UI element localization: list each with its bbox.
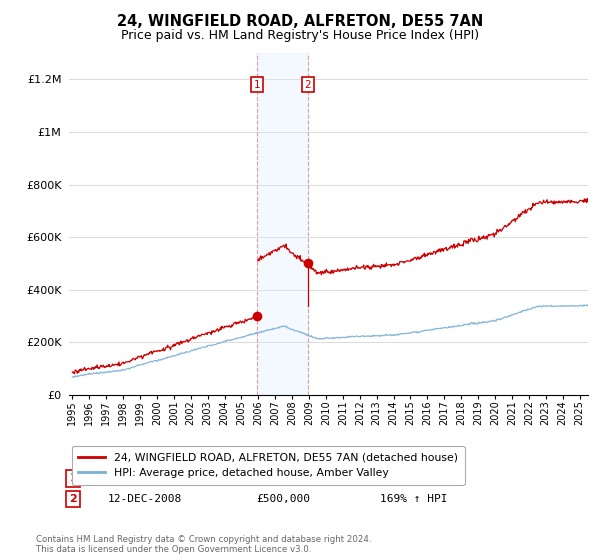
Text: 1: 1 xyxy=(254,80,260,90)
Text: 09-DEC-2005: 09-DEC-2005 xyxy=(108,474,182,483)
Text: Price paid vs. HM Land Registry's House Price Index (HPI): Price paid vs. HM Land Registry's House … xyxy=(121,29,479,42)
Text: This data is licensed under the Open Government Licence v3.0.: This data is licensed under the Open Gov… xyxy=(36,545,311,554)
Text: 67% ↑ HPI: 67% ↑ HPI xyxy=(380,474,441,483)
Text: 2: 2 xyxy=(305,80,311,90)
Text: 12-DEC-2008: 12-DEC-2008 xyxy=(108,494,182,504)
Text: £500,000: £500,000 xyxy=(256,494,310,504)
Text: £301,000: £301,000 xyxy=(256,474,310,483)
Text: 1: 1 xyxy=(69,474,77,483)
Bar xyxy=(257,53,308,395)
Text: 2: 2 xyxy=(69,494,77,504)
Text: Contains HM Land Registry data © Crown copyright and database right 2024.: Contains HM Land Registry data © Crown c… xyxy=(36,535,371,544)
Legend: 24, WINGFIELD ROAD, ALFRETON, DE55 7AN (detached house), HPI: Average price, det: 24, WINGFIELD ROAD, ALFRETON, DE55 7AN (… xyxy=(72,446,464,485)
Text: 169% ↑ HPI: 169% ↑ HPI xyxy=(380,494,448,504)
Text: 24, WINGFIELD ROAD, ALFRETON, DE55 7AN: 24, WINGFIELD ROAD, ALFRETON, DE55 7AN xyxy=(117,14,483,29)
